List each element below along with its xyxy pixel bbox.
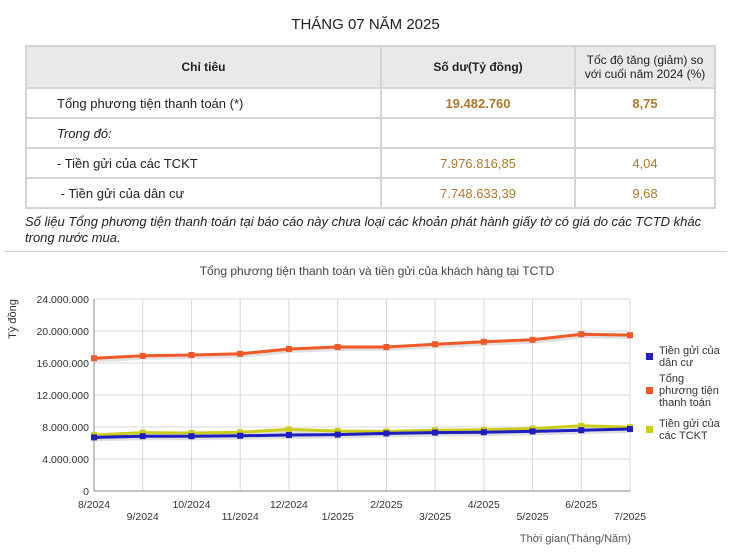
y-tick-label: 24.000.000 xyxy=(36,294,89,306)
legend-label-line: Tổng xyxy=(659,373,684,385)
row-growth: 8,75 xyxy=(574,87,716,119)
x-tick-label: 8/2024 xyxy=(78,499,110,511)
x-tick-label: 7/2025 xyxy=(614,511,646,523)
table-header-row: Chỉ tiêu Số dư(Tỷ đồng) Tốc độ tăng (giả… xyxy=(25,45,716,89)
legend-label: Tiền gửi của dân cư xyxy=(659,345,721,369)
y-tick-label: 8.000.000 xyxy=(42,422,89,434)
legend-marker xyxy=(646,353,653,360)
data-point xyxy=(578,331,585,338)
x-tick-label: 5/2025 xyxy=(516,511,548,523)
x-tick-label: 1/2025 xyxy=(322,511,354,523)
data-point xyxy=(237,432,244,439)
data-point xyxy=(91,355,97,362)
column-header-growth: Tốc độ tăng (giảm) so với cuối năm 2024 … xyxy=(574,45,716,89)
x-tick-label: 6/2025 xyxy=(565,499,597,511)
row-growth: 4,04 xyxy=(574,147,716,179)
data-point xyxy=(237,429,244,436)
data-point xyxy=(480,338,487,345)
data-point xyxy=(91,434,97,441)
data-point xyxy=(578,422,585,429)
data-point xyxy=(334,428,341,434)
data-point xyxy=(188,430,195,436)
y-axis-label: Tỷ đồng xyxy=(7,299,19,339)
x-tick-label: 3/2025 xyxy=(419,511,451,523)
legend-label-line: phương tiện xyxy=(659,385,719,397)
footnote: Số liệu Tổng phương tiện thanh toán tại … xyxy=(25,214,702,245)
legend-label: Tổng phương tiện thanh toán xyxy=(659,373,719,409)
series-line xyxy=(93,427,631,439)
data-point xyxy=(334,344,341,350)
series-line xyxy=(93,424,631,437)
data-point xyxy=(529,336,536,343)
series-line-shadow xyxy=(94,334,632,363)
line-chart: Tổng phương tiện thanh toán và tiền gửi … xyxy=(7,264,721,545)
y-tick-label: 16.000.000 xyxy=(36,358,89,370)
chart-title: Tổng phương tiện thanh toán và tiền gửi … xyxy=(200,264,555,278)
y-tick-label: 20.000.000 xyxy=(36,326,89,338)
x-tick-label: 11/2024 xyxy=(222,511,259,523)
page-title: THÁNG 07 NĂM 2025 xyxy=(291,16,440,33)
row-label: Trong đó: xyxy=(25,117,382,149)
row-label: Tổng phương tiện thanh toán (*) xyxy=(25,87,382,119)
data-point xyxy=(383,430,390,437)
y-tick-label: 4.000.000 xyxy=(42,454,89,466)
legend-label-line: Tiền gửi của xyxy=(659,418,721,430)
x-tick-label: 9/2024 xyxy=(127,511,159,523)
data-point xyxy=(139,352,146,359)
divider xyxy=(5,251,727,252)
data-point xyxy=(188,433,195,440)
data-point xyxy=(285,426,292,433)
row-label: - Tiền gửi của dân cư xyxy=(25,177,382,209)
row-balance xyxy=(380,117,576,149)
data-point xyxy=(334,431,341,438)
x-tick-label: 10/2024 xyxy=(172,499,210,511)
row-balance: 7.748.633,39 xyxy=(380,177,576,209)
row-balance: 7.976.816,85 xyxy=(380,147,576,179)
data-point xyxy=(432,341,439,348)
x-tick-label: 12/2024 xyxy=(270,499,308,511)
table-row: - Tiền gửi của các TCKT 7.976.816,85 4,0… xyxy=(25,147,716,179)
data-point xyxy=(529,428,536,435)
x-tick-label: 4/2025 xyxy=(468,499,500,511)
data-point xyxy=(627,332,633,339)
table-row: - Tiền gửi của dân cư 7.748.633,39 9,68 xyxy=(25,177,716,209)
data-point xyxy=(432,429,439,436)
data-point xyxy=(139,433,146,440)
legend-label-line: dân cư xyxy=(659,357,694,369)
series-line-shadow xyxy=(94,429,632,442)
data-point xyxy=(480,429,487,436)
x-tick-label: 2/2025 xyxy=(370,499,402,511)
stats-table: Chỉ tiêu Số dư(Tỷ đồng) Tốc độ tăng (giả… xyxy=(25,45,716,209)
legend-label-line: Tiền gửi của xyxy=(659,345,721,357)
legend-label-line: thanh toán xyxy=(659,397,711,409)
legend-marker xyxy=(646,387,653,394)
data-point xyxy=(578,427,585,434)
data-point xyxy=(139,429,146,436)
data-point xyxy=(285,346,292,352)
data-point xyxy=(237,350,244,357)
legend-label-line: các TCKT xyxy=(659,430,708,442)
table-row: Tổng phương tiện thanh toán (*) 19.482.7… xyxy=(25,87,716,119)
x-axis-label: Thời gian(Tháng/Năm) xyxy=(520,533,631,545)
column-header-indicator: Chỉ tiêu xyxy=(25,45,382,89)
data-point xyxy=(285,432,292,438)
table-row: Trong đó: xyxy=(25,117,716,149)
row-growth: 9,68 xyxy=(574,177,716,209)
legend-marker xyxy=(646,426,653,433)
data-point xyxy=(188,352,195,358)
y-tick-label: 0 xyxy=(83,486,89,498)
legend-label: Tiền gửi của các TCKT xyxy=(659,418,721,442)
row-growth xyxy=(574,117,716,149)
row-label: - Tiền gửi của các TCKT xyxy=(25,147,382,179)
series-line xyxy=(93,332,631,360)
data-point xyxy=(627,426,633,432)
row-balance: 19.482.760 xyxy=(380,87,576,119)
column-header-balance: Số dư(Tỷ đồng) xyxy=(380,45,576,89)
y-tick-label: 12.000.000 xyxy=(36,390,89,402)
data-point xyxy=(383,344,390,350)
